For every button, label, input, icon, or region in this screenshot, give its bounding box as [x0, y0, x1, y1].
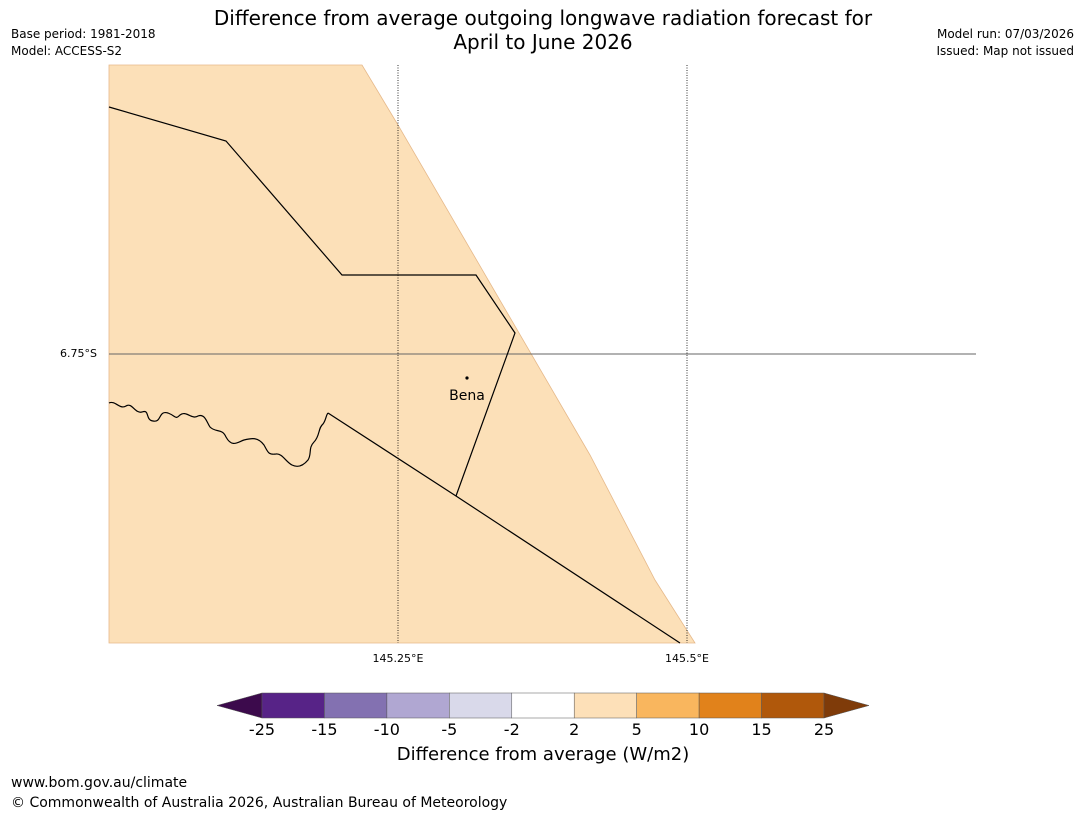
- colorbar-tick-label: 15: [751, 720, 772, 739]
- longitude-label-145-25: 145.25°E: [372, 652, 424, 665]
- colorbar-tick-label: 2: [569, 720, 580, 739]
- meta-right: Model run: 07/03/2026 Issued: Map not is…: [936, 26, 1074, 60]
- colorbar-tick-label: 25: [813, 720, 835, 739]
- colorbar-title: Difference from average (W/m2): [396, 744, 690, 765]
- colorbar-segment: [636, 692, 700, 719]
- colorbar-tick-label: 5: [631, 720, 642, 739]
- colorbar-tick-label: -25: [248, 720, 276, 739]
- footer-url: www.bom.gov.au/climate: [11, 775, 188, 791]
- colorbar: [216, 692, 870, 719]
- model-run: Model run: 07/03/2026: [936, 27, 1074, 41]
- colorbar-extend-high: [823, 692, 870, 719]
- colorbar-tick-label: -10: [373, 720, 400, 739]
- model-name: Model: ACCESS-S2: [11, 44, 123, 58]
- bena-marker: [465, 376, 469, 380]
- longitude-label-145-5: 145.5°E: [665, 652, 709, 665]
- colorbar-segment: [511, 692, 575, 719]
- base-period: Base period: 1981-2018: [11, 27, 156, 41]
- issued-status: Issued: Map not issued: [936, 44, 1074, 58]
- colorbar-tick-label: -2: [503, 720, 520, 739]
- place-label-bena: Bena: [449, 388, 485, 404]
- province-boundary-north: [108, 106, 516, 497]
- colorbar-tick-label: -5: [441, 720, 458, 739]
- colorbar-tick-label: -15: [311, 720, 338, 739]
- colorbar-segment: [761, 692, 825, 719]
- colorbar-extend-low: [216, 692, 263, 719]
- meta-left: Base period: 1981-2018 Model: ACCESS-S2: [11, 26, 156, 60]
- colorbar-segment: [698, 692, 762, 719]
- latitude-label: 6.75°S: [60, 347, 97, 360]
- colorbar-segment: [261, 692, 325, 719]
- footer-copyright: © Commonwealth of Australia 2026, Austra…: [11, 795, 508, 811]
- colorbar-segment: [449, 692, 513, 719]
- colorbar-segment: [573, 692, 637, 719]
- map-title-line1: Difference from average outgoing longwav…: [213, 6, 873, 30]
- province-boundary-south: [327, 412, 681, 644]
- colorbar-segment: [386, 692, 450, 719]
- map-title-line2: April to June 2026: [453, 30, 633, 54]
- map-title: Difference from average outgoing longwav…: [150, 6, 936, 54]
- river-boundary: [108, 401, 329, 467]
- colorbar-tick-label: 10: [688, 720, 710, 739]
- colorbar-segment: [324, 692, 388, 719]
